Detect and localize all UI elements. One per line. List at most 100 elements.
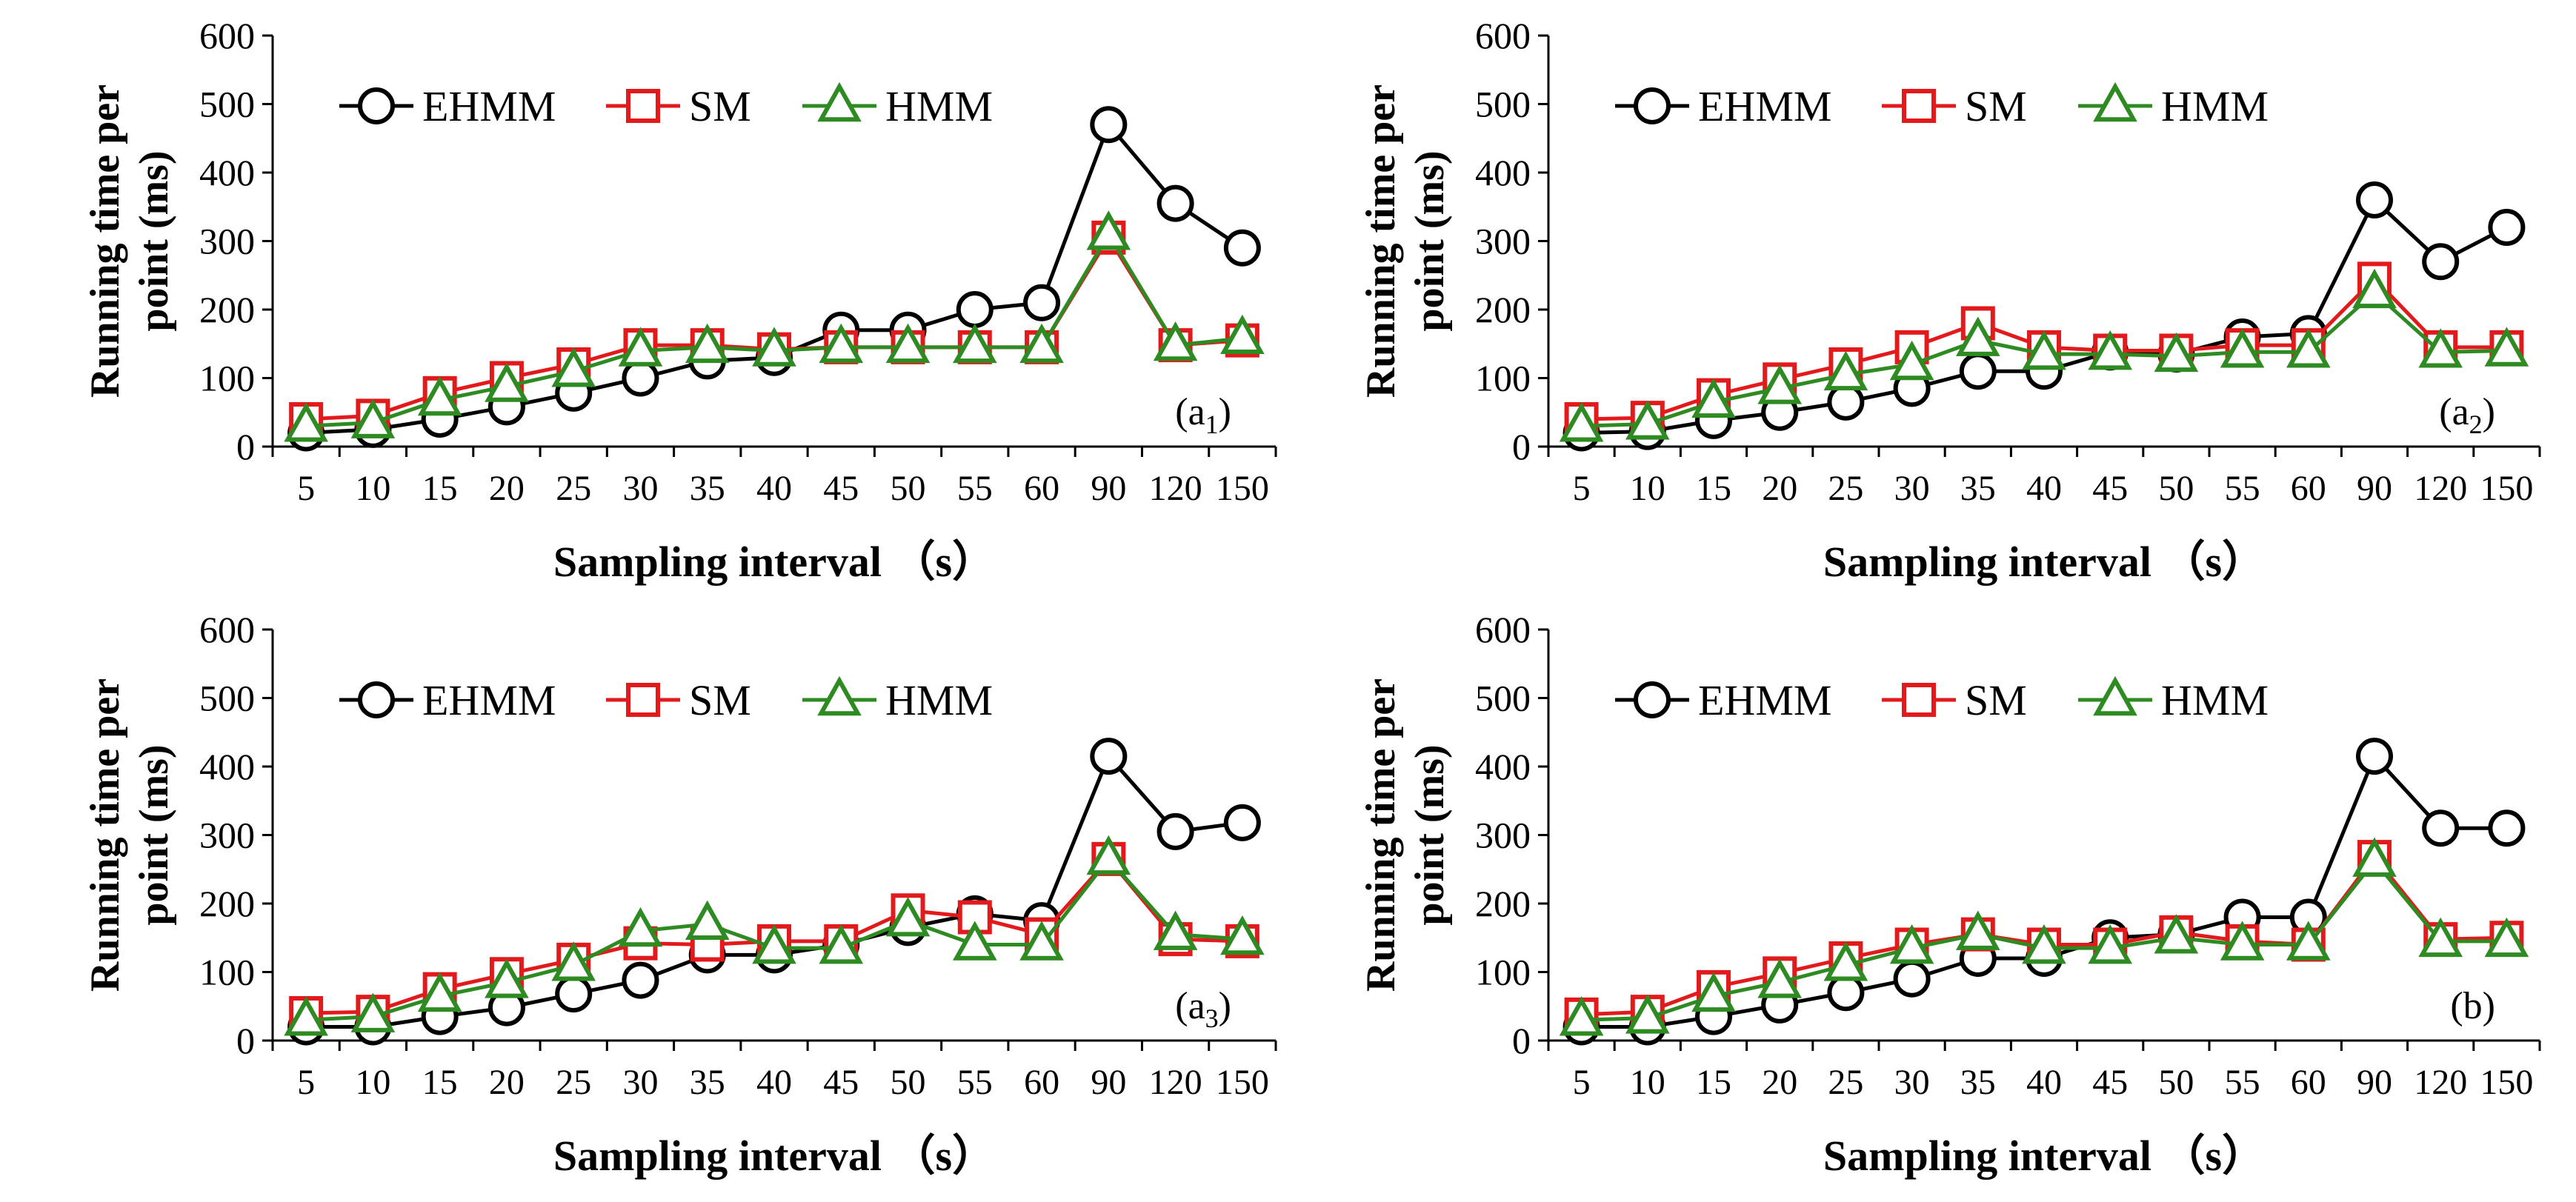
series-hmm [284,210,1265,442]
y-tick-label: 200 [1475,883,1531,924]
legend-marker-hmm [817,81,862,122]
chart-panel-b: 0 100 200 300 400 500 600 5 10 15 20 25 30 35 40 45 50 55… [1358,609,2541,1180]
data-point-ehmm [1090,106,1128,144]
x-tick-label: 5 [1573,469,1591,508]
data-point-hmm [485,958,529,998]
y-axis-title: Running time perpoint (ms) [1358,84,1453,398]
y-tick-label: 500 [199,678,255,719]
y-axis-title: Running time perpoint (ms) [82,84,177,398]
panel-label-close: ) [1219,985,1231,1027]
data-point-hmm [752,924,796,964]
data-point-hmm [1019,921,1064,961]
legend-label: SM [1965,676,2027,724]
chart-panel-a3: 0 100 200 300 400 500 600 5 10 15 20 25 30 35 40 45 50 55… [82,609,1277,1180]
data-point-hmm [1955,910,2000,950]
legend-marker-hmm [2093,675,2137,716]
legend-label: EHMM [1698,676,1831,724]
panel-label-text: (a [2439,391,2469,433]
panel-label-text: (b [2450,985,2482,1027]
x-tick-label: 15 [1696,469,1731,508]
legend-marker-ehmm [358,87,395,124]
x-tick-label: 120 [1149,469,1202,508]
data-point-hmm [350,992,396,1032]
x-tick-label: 60 [1024,1063,1059,1102]
data-point-hmm [350,398,396,438]
data-point-hmm [952,921,997,961]
data-point-hmm [2418,917,2463,958]
y-tick-label: 100 [199,952,255,993]
data-point-hmm [2220,328,2265,368]
data-point-ehmm [622,961,659,999]
x-tick-label: 90 [1091,1063,1126,1102]
x-axis-title: Sampling interval （s） [553,538,995,586]
legend-item-sm: SM [606,676,751,724]
panel-label-subscript: 3 [1205,1004,1219,1033]
data-point-hmm [284,996,328,1036]
data-point-hmm [2220,921,2265,961]
x-tick-label: 30 [622,1063,658,1102]
data-point-hmm [2352,268,2397,309]
x-tick-label: 150 [1216,1063,1269,1102]
y-axis-title-line: point (ms) [131,150,177,331]
x-tick-label: 10 [355,469,390,508]
data-point-ehmm [622,359,659,397]
panel-label-text: (a [1175,985,1205,1027]
series-hmm [1559,837,2529,1036]
x-tick-label: 60 [2291,469,2326,508]
x-tick-label: 55 [2225,469,2260,508]
x-tick-label: 25 [556,469,591,508]
y-tick-label: 200 [199,883,255,924]
x-tick-label: 5 [297,1063,315,1102]
data-point-hmm [1889,340,1934,381]
x-tick-label: 15 [422,1063,458,1102]
data-point-hmm [2022,924,2066,964]
y-tick-label: 0 [236,426,255,467]
data-point-hmm [417,375,462,416]
data-point-hmm [1153,321,1198,361]
x-tick-label: 55 [957,469,993,508]
x-tick-label: 35 [1960,469,1996,508]
x-tick-label: 90 [2357,469,2392,508]
x-tick-label: 35 [690,469,725,508]
x-tick-label: 45 [823,469,859,508]
x-axis-title: Sampling interval （s） [553,1132,995,1180]
data-point-ehmm [1090,738,1128,775]
x-tick-label: 60 [2291,1063,2326,1102]
legend-label: EHMM [422,82,556,130]
y-axis-title: Running time perpoint (ms) [1358,678,1453,992]
x-tick-label: 60 [1024,469,1059,508]
x-axis-title: Sampling interval （s） [1823,1132,2265,1180]
y-tick-label: 600 [199,609,255,650]
legend-marker-ehmm [358,681,395,718]
x-tick-label: 150 [1216,469,1269,508]
data-point-ehmm [555,975,593,1013]
x-tick-label: 150 [2480,1063,2533,1102]
data-point-hmm [2352,837,2397,877]
y-axis-title-line: Running time per [1358,678,1404,992]
y-tick-label: 100 [199,358,255,399]
y-tick-label: 400 [199,152,255,193]
legend-item-sm: SM [606,82,751,130]
data-point-ehmm [2356,181,2393,218]
data-point-hmm [1019,323,1064,364]
data-point-hmm [819,323,864,364]
data-point-hmm [2484,327,2529,367]
y-tick-label: 300 [199,221,255,262]
data-point-ehmm [2488,209,2526,246]
data-point-hmm [1086,210,1131,250]
legend-label: SM [689,676,751,724]
data-point-hmm [1220,314,1265,355]
x-tick-label: 5 [1573,1063,1591,1102]
data-point-hmm [551,347,596,387]
data-point-hmm [2154,914,2199,954]
legend-marker-sm [626,683,660,717]
data-point-hmm [1153,910,1198,950]
chart-panel-a1: 0 100 200 300 400 500 600 5 10 15 20 25 30 35 40 45 50 55… [82,15,1277,586]
data-point-ehmm [1223,804,1261,841]
data-point-ehmm [2356,738,2393,775]
data-point-hmm [885,896,931,937]
data-point-hmm [1823,350,1868,391]
x-tick-label: 5 [297,469,315,508]
legend-label: HMM [885,676,993,724]
data-point-hmm [1823,941,1868,981]
